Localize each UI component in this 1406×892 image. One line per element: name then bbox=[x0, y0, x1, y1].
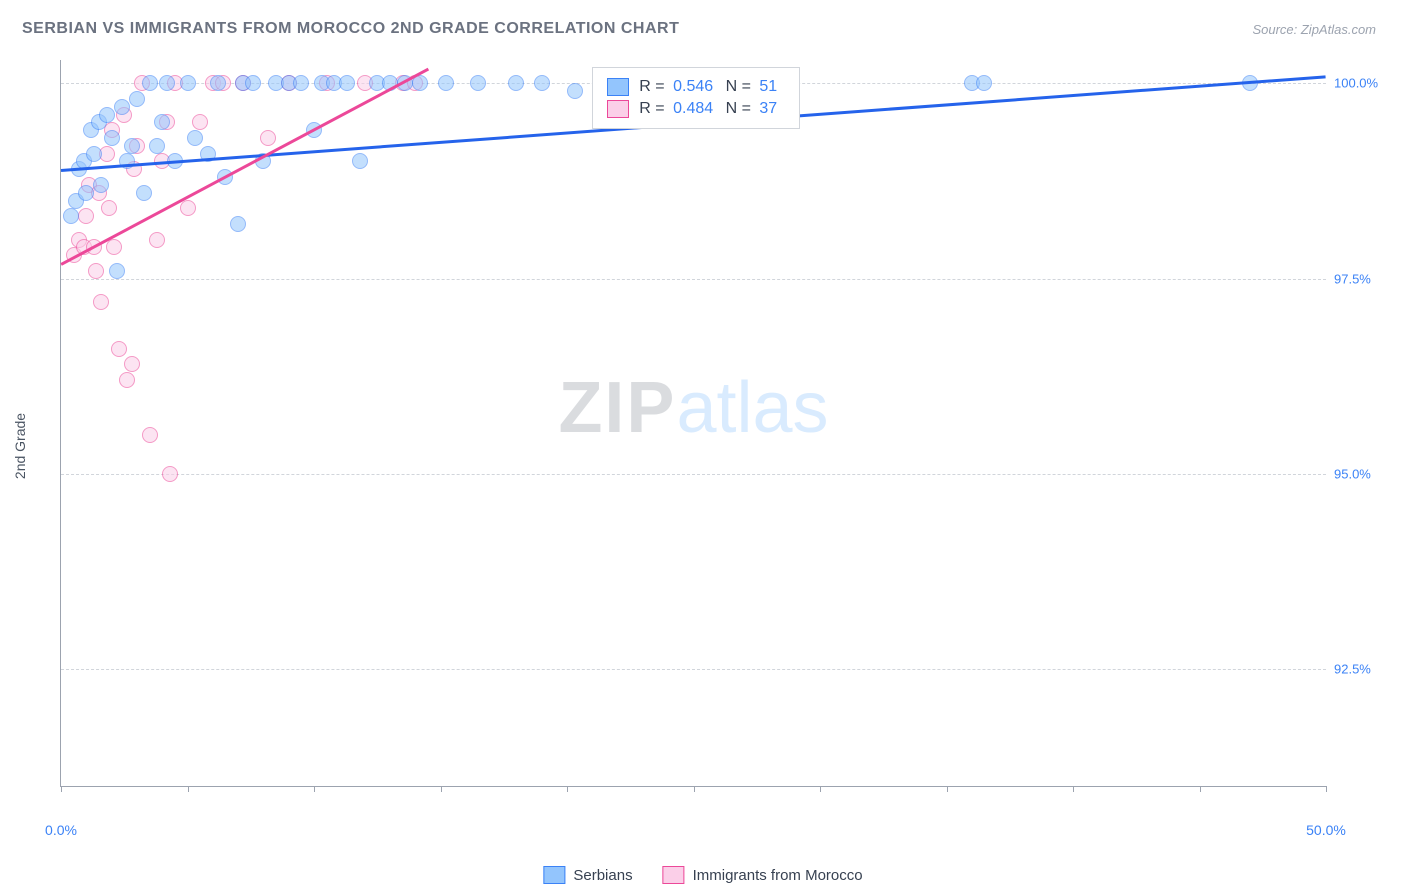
scatter-point-b bbox=[101, 200, 117, 216]
scatter-point-a bbox=[210, 75, 226, 91]
xtick-label: 0.0% bbox=[45, 822, 77, 838]
xtick-label: 50.0% bbox=[1306, 822, 1346, 838]
scatter-point-b bbox=[93, 294, 109, 310]
chart-container: 2nd Grade ZIPatlas 92.5%95.0%97.5%100.0%… bbox=[50, 60, 1386, 832]
scatter-point-a bbox=[104, 130, 120, 146]
scatter-point-a bbox=[180, 75, 196, 91]
scatter-point-a bbox=[149, 138, 165, 154]
scatter-point-a bbox=[124, 138, 140, 154]
gridline-h bbox=[61, 279, 1326, 280]
scatter-point-a bbox=[245, 75, 261, 91]
gridline-h bbox=[61, 669, 1326, 670]
scatter-point-a bbox=[154, 114, 170, 130]
ytick-label: 92.5% bbox=[1334, 661, 1384, 676]
scatter-point-b bbox=[260, 130, 276, 146]
scatter-point-a bbox=[63, 208, 79, 224]
xtick bbox=[567, 786, 568, 792]
scatter-point-b bbox=[142, 427, 158, 443]
scatter-point-a bbox=[534, 75, 550, 91]
xtick bbox=[694, 786, 695, 792]
scatter-point-a bbox=[142, 75, 158, 91]
ytick-label: 97.5% bbox=[1334, 271, 1384, 286]
y-axis-label: 2nd Grade bbox=[12, 413, 28, 479]
ytick-label: 100.0% bbox=[1334, 76, 1384, 91]
watermark-atlas: atlas bbox=[676, 368, 828, 448]
scatter-point-a bbox=[93, 177, 109, 193]
stats-swatch bbox=[607, 78, 629, 96]
xtick bbox=[947, 786, 948, 792]
xtick bbox=[314, 786, 315, 792]
scatter-point-b bbox=[124, 356, 140, 372]
scatter-point-a bbox=[412, 75, 428, 91]
scatter-point-a bbox=[339, 75, 355, 91]
scatter-point-b bbox=[180, 200, 196, 216]
scatter-point-a bbox=[78, 185, 94, 201]
scatter-point-a bbox=[187, 130, 203, 146]
xtick bbox=[1200, 786, 1201, 792]
legend: Serbians Immigrants from Morocco bbox=[543, 866, 862, 884]
xtick bbox=[61, 786, 62, 792]
stats-box: R = 0.546 N = 51 R = 0.484 N = 37 bbox=[592, 67, 800, 129]
stats-row: R = 0.546 N = 51 bbox=[607, 76, 785, 98]
stats-swatch bbox=[607, 100, 629, 118]
scatter-point-b bbox=[88, 263, 104, 279]
scatter-point-a bbox=[567, 83, 583, 99]
watermark-zip: ZIP bbox=[558, 368, 676, 448]
scatter-point-b bbox=[78, 208, 94, 224]
scatter-point-a bbox=[136, 185, 152, 201]
scatter-point-b bbox=[162, 466, 178, 482]
xtick bbox=[1326, 786, 1327, 792]
legend-swatch-b bbox=[663, 866, 685, 884]
chart-title: SERBIAN VS IMMIGRANTS FROM MOROCCO 2ND G… bbox=[22, 20, 679, 38]
scatter-point-b bbox=[111, 341, 127, 357]
scatter-point-b bbox=[106, 239, 122, 255]
stats-row: R = 0.484 N = 37 bbox=[607, 98, 785, 120]
stats-text: R = 0.546 N = 51 bbox=[639, 78, 785, 96]
legend-swatch-a bbox=[543, 866, 565, 884]
scatter-point-a bbox=[508, 75, 524, 91]
legend-label-a: Serbians bbox=[573, 867, 632, 884]
scatter-point-a bbox=[230, 216, 246, 232]
scatter-point-a bbox=[352, 153, 368, 169]
legend-item-serbians: Serbians bbox=[543, 866, 632, 884]
scatter-point-a bbox=[159, 75, 175, 91]
scatter-point-a bbox=[119, 153, 135, 169]
plot-area: ZIPatlas 92.5%95.0%97.5%100.0%0.0%50.0%R… bbox=[60, 60, 1326, 787]
xtick bbox=[441, 786, 442, 792]
legend-label-b: Immigrants from Morocco bbox=[693, 867, 863, 884]
stats-text: R = 0.484 N = 37 bbox=[639, 100, 785, 118]
watermark: ZIPatlas bbox=[558, 367, 828, 449]
scatter-point-a bbox=[438, 75, 454, 91]
scatter-point-a bbox=[293, 75, 309, 91]
scatter-point-a bbox=[109, 263, 125, 279]
scatter-point-b bbox=[119, 372, 135, 388]
legend-item-morocco: Immigrants from Morocco bbox=[663, 866, 863, 884]
xtick bbox=[1073, 786, 1074, 792]
xtick bbox=[188, 786, 189, 792]
source-attribution: Source: ZipAtlas.com bbox=[1252, 22, 1376, 37]
scatter-point-a bbox=[129, 91, 145, 107]
scatter-point-b bbox=[192, 114, 208, 130]
scatter-point-a bbox=[86, 146, 102, 162]
scatter-point-a bbox=[976, 75, 992, 91]
xtick bbox=[820, 786, 821, 792]
scatter-point-a bbox=[99, 107, 115, 123]
scatter-point-a bbox=[114, 99, 130, 115]
ytick-label: 95.0% bbox=[1334, 466, 1384, 481]
scatter-point-b bbox=[149, 232, 165, 248]
scatter-point-a bbox=[470, 75, 486, 91]
gridline-h bbox=[61, 474, 1326, 475]
